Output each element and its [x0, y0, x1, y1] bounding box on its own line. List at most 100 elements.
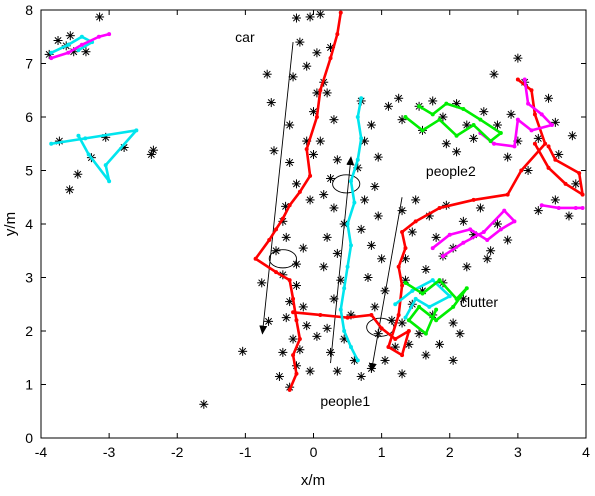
measurement-point [448, 355, 458, 365]
x-tick-label: 4 [582, 444, 590, 460]
measurement-point [305, 195, 315, 205]
track-point-cyan [348, 179, 353, 184]
measurement-point [513, 53, 523, 63]
track-point-cyan [338, 307, 343, 312]
measurement-point [274, 371, 284, 381]
track-point-cyan [403, 315, 408, 320]
measurement-point [238, 346, 248, 356]
track-point-green [498, 131, 503, 136]
measurement-point [329, 203, 339, 213]
x-axis: -4 -3 -2 -1 0 1 2 3 4 [35, 10, 590, 460]
track-point-red [287, 203, 292, 208]
track-point-magenta [49, 56, 54, 61]
measurement-point [302, 321, 312, 331]
track-point-magenta [529, 128, 534, 133]
y-tick-label: 6 [25, 109, 33, 125]
track-point-magenta [440, 254, 445, 259]
measurement-point [377, 254, 387, 264]
track-magenta [431, 209, 516, 258]
measurement-point [544, 93, 554, 103]
track-point-green [471, 123, 476, 128]
measurement-point [285, 120, 295, 130]
track-point-green [461, 106, 466, 111]
measurement-point [329, 115, 339, 125]
track-point-cyan [345, 264, 350, 269]
x-tick-label: -4 [35, 444, 48, 460]
measurement-point [360, 195, 370, 205]
measurement-point [322, 232, 332, 242]
track-direction-arrow [330, 156, 355, 364]
track-point-green [417, 304, 422, 309]
track-direction-arrow [259, 42, 294, 335]
track-point-red [291, 310, 296, 315]
measurement-point [305, 12, 315, 22]
track-point-magenta [512, 219, 517, 224]
annotation-clutter: clutter [460, 294, 498, 310]
measurement-point [326, 174, 336, 184]
track-point-magenta [556, 205, 561, 210]
track-point-green [420, 291, 425, 296]
track-point-green [430, 112, 435, 117]
measurement-point [380, 355, 390, 365]
measurement-point [489, 69, 499, 79]
track-point-red [304, 147, 309, 152]
measurement-point [295, 345, 305, 355]
series-layer [49, 10, 585, 392]
measurement-point [397, 369, 407, 379]
track-point-red [532, 141, 537, 146]
measurement-point [281, 232, 291, 242]
measurement-point [264, 316, 274, 326]
track-point-green [437, 278, 442, 283]
measurement-point [366, 240, 376, 250]
track-point-cyan [447, 294, 452, 299]
track-point-red [396, 312, 401, 317]
measurement-point [462, 262, 472, 272]
measurement-point [469, 133, 479, 143]
track-point-red [287, 387, 292, 392]
measurement-point [482, 254, 492, 264]
measurement-point [281, 313, 291, 323]
x-tick-label: -1 [239, 444, 252, 460]
track-point-cyan [359, 96, 364, 101]
annotation-people1: people1 [320, 393, 370, 409]
measurement-point [564, 211, 574, 221]
track-point-red [294, 371, 299, 376]
y-axis: 0 1 2 3 4 5 6 7 8 [25, 2, 586, 446]
measurement-point [492, 219, 502, 229]
track-point-red [253, 256, 258, 261]
track-point-green [478, 117, 483, 122]
track-point-red [413, 219, 418, 224]
track-point-cyan [413, 296, 418, 301]
track-point-magenta [96, 34, 101, 39]
measurement-point [65, 185, 75, 195]
measurement-point [95, 12, 105, 22]
measurement-point [397, 206, 407, 216]
track-point-cyan [107, 179, 112, 184]
track-point-red [403, 246, 408, 251]
y-tick-label: 5 [25, 163, 33, 179]
track-point-cyan [49, 50, 54, 55]
measurement-point [285, 157, 295, 167]
measurement-point [298, 243, 308, 253]
track-point-cyan [83, 136, 88, 141]
measurement-point [332, 248, 342, 258]
measurement-point [571, 179, 581, 189]
measurement-point [309, 149, 318, 159]
track-point-cyan [427, 304, 432, 309]
measurement-point [288, 334, 298, 344]
plot-frame [40, 9, 587, 439]
measurement-point [411, 195, 421, 205]
track-point-red [577, 171, 582, 176]
track-magenta [540, 203, 584, 210]
track-point-red [505, 192, 510, 197]
measurement-point [146, 149, 156, 159]
track-point-red [543, 141, 548, 146]
track-point-red [519, 168, 524, 173]
track-point-cyan [103, 163, 108, 168]
track-point-green [417, 104, 422, 109]
track-point-cyan [66, 42, 71, 47]
measurement-point [81, 47, 91, 57]
x-tick-label: 2 [446, 444, 454, 460]
x-tick-label: -2 [171, 444, 184, 460]
